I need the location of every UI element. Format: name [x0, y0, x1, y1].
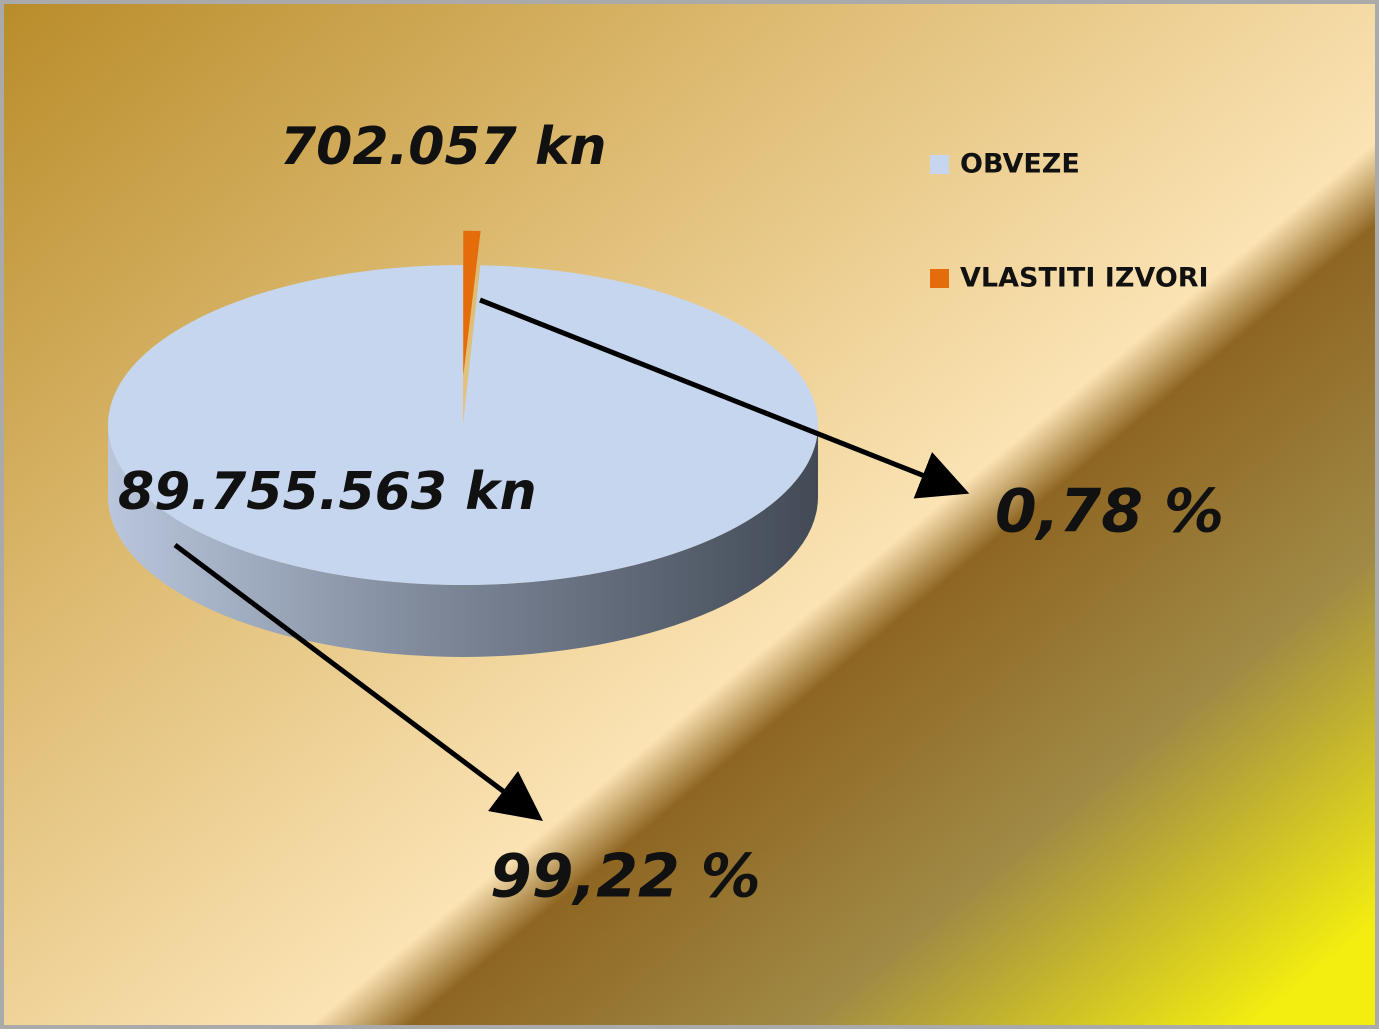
- value-label: 702.057 kn: [280, 117, 607, 177]
- arrow: [173, 543, 543, 821]
- legend: OBVEZE VLASTITI IZVORI: [930, 149, 1209, 294]
- value-label: 89.755.563 kn: [118, 462, 537, 522]
- pie-slice: [463, 230, 481, 376]
- pie-side: [108, 425, 818, 657]
- legend-swatch: [930, 269, 949, 288]
- pie-slice: [107, 265, 818, 585]
- pie: [107, 230, 818, 657]
- percent-label: 0,78 %: [995, 477, 1224, 547]
- legend-label: OBVEZE: [960, 149, 1080, 180]
- percent-label: 99,22 %: [490, 842, 761, 912]
- legend-label: VLASTITI IZVORI: [960, 263, 1209, 294]
- legend-swatch: [930, 155, 949, 174]
- arrow: [479, 297, 970, 499]
